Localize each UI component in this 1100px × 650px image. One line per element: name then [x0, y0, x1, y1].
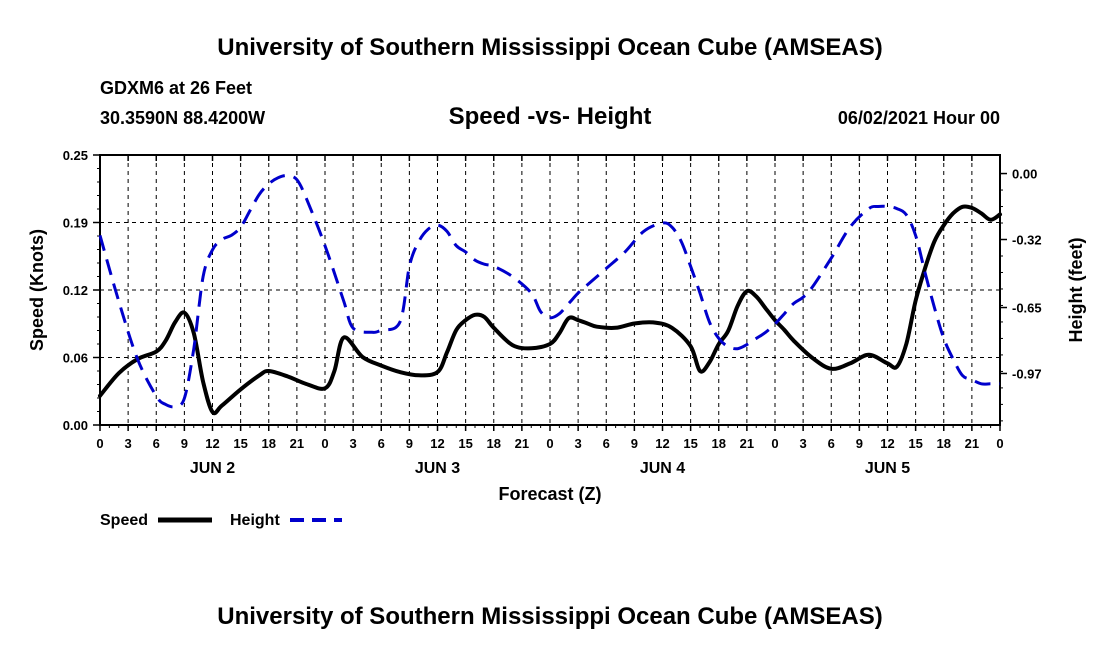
legend: Speed Height: [100, 512, 342, 529]
x-tick-label: 21: [515, 436, 529, 451]
x-tick-label: 6: [378, 436, 385, 451]
x-tick-label: 21: [965, 436, 979, 451]
x-tick-label: 12: [205, 436, 219, 451]
y2-tick-label: -0.65: [1012, 301, 1042, 316]
x-tick-label: 15: [233, 436, 247, 451]
x-tick-label: 9: [406, 436, 413, 451]
coords-label: 30.3590N 88.4200W: [100, 108, 265, 128]
height-series-line: [98, 174, 1000, 409]
x-tick-label: 9: [856, 436, 863, 451]
x-tick-label: 15: [458, 436, 472, 451]
day-label: JUN 4: [640, 460, 685, 477]
x-tick-label: 15: [683, 436, 697, 451]
x-tick-label: 18: [937, 436, 951, 451]
y-tick-label: 0.25: [63, 148, 88, 163]
legend-speed-label: Speed: [100, 512, 148, 529]
y2-axis-label: Height (feet): [1066, 238, 1086, 343]
x-tick-label: 18: [487, 436, 501, 451]
y-tick-label: 0.19: [63, 216, 88, 231]
x-tick-label: 18: [712, 436, 726, 451]
x-tick-label: 21: [290, 436, 304, 451]
x-tick-label: 18: [262, 436, 276, 451]
x-tick-label: 3: [800, 436, 807, 451]
y2-tick-label: 0.00: [1012, 167, 1037, 182]
station-label: GDXM6 at 26 Feet: [100, 78, 252, 98]
y-tick-label: 0.00: [63, 418, 88, 433]
x-tick-label: 9: [181, 436, 188, 451]
x-axis-label: Forecast (Z): [498, 484, 601, 504]
x-tick-label: 3: [350, 436, 357, 451]
day-label: JUN 5: [865, 460, 910, 477]
chart-title: Speed -vs- Height: [449, 103, 652, 130]
title-bottom: University of Southern Mississippi Ocean…: [217, 603, 882, 630]
x-tick-label: 6: [153, 436, 160, 451]
y-tick-label: 0.06: [63, 351, 88, 366]
series-lines: [98, 174, 1002, 416]
x-tick-label: 6: [603, 436, 610, 451]
y-tick-label: 0.12: [63, 283, 88, 298]
legend-height-label: Height: [230, 512, 280, 529]
x-tick-label: 12: [880, 436, 894, 451]
x-tick-label: 9: [631, 436, 638, 451]
x-tick-label: 12: [655, 436, 669, 451]
y2-tick-label: -0.97: [1012, 366, 1042, 381]
x-tick-label: 3: [575, 436, 582, 451]
y-axis-label: Speed (Knots): [27, 229, 47, 351]
speed-series-line: [98, 204, 1002, 416]
x-tick-label: 12: [430, 436, 444, 451]
x-tick-label: 0: [996, 436, 1003, 451]
x-tick-label: 0: [771, 436, 778, 451]
title-top: University of Southern Mississippi Ocean…: [217, 34, 882, 61]
tick-labels: 0.00 0.06 0.12 0.19 0.25 0.00 -0.32 -0.65 -0.97 0…: [63, 148, 1042, 477]
x-tick-label: 0: [96, 436, 103, 451]
x-tick-label: 0: [546, 436, 553, 451]
axes: [93, 154, 1007, 431]
x-tick-label: 0: [321, 436, 328, 451]
day-label: JUN 2: [190, 460, 235, 477]
x-tick-label: 6: [828, 436, 835, 451]
day-label: JUN 3: [415, 460, 460, 477]
x-tick-label: 21: [740, 436, 754, 451]
x-tick-label: 15: [908, 436, 922, 451]
datetime-label: 06/02/2021 Hour 00: [838, 108, 1000, 128]
y2-tick-label: -0.32: [1012, 233, 1042, 248]
x-tick-label: 3: [125, 436, 132, 451]
